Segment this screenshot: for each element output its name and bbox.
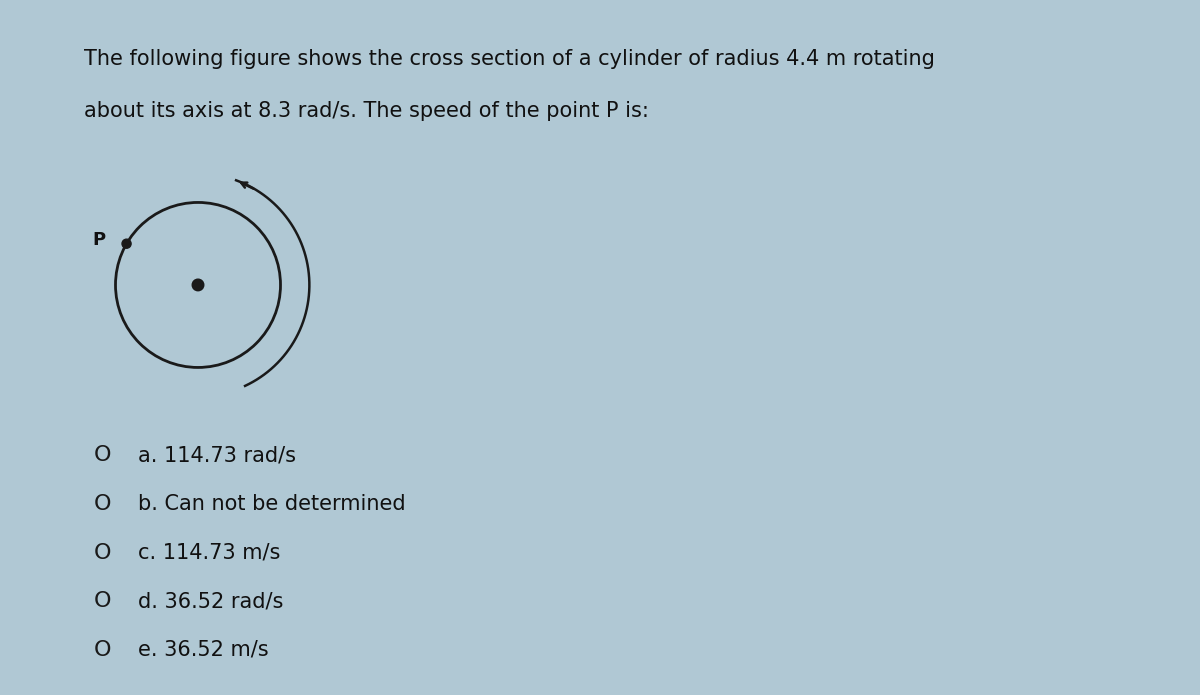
Text: d. 36.52 rad/s: d. 36.52 rad/s bbox=[138, 591, 283, 611]
Text: c. 114.73 m/s: c. 114.73 m/s bbox=[138, 543, 281, 562]
Text: a. 114.73 rad/s: a. 114.73 rad/s bbox=[138, 445, 296, 465]
Text: about its axis at 8.3 rad/s. The speed of the point P is:: about its axis at 8.3 rad/s. The speed o… bbox=[84, 101, 649, 121]
Text: O: O bbox=[94, 494, 110, 514]
Text: e. 36.52 m/s: e. 36.52 m/s bbox=[138, 640, 269, 660]
Text: O: O bbox=[94, 543, 110, 562]
Text: b. Can not be determined: b. Can not be determined bbox=[138, 494, 406, 514]
Text: P: P bbox=[92, 231, 106, 249]
Text: O: O bbox=[94, 640, 110, 660]
Circle shape bbox=[192, 279, 204, 291]
Text: The following figure shows the cross section of a cylinder of radius 4.4 m rotat: The following figure shows the cross sec… bbox=[84, 49, 935, 69]
Text: O: O bbox=[94, 591, 110, 611]
Circle shape bbox=[122, 239, 131, 248]
Text: O: O bbox=[94, 445, 110, 465]
